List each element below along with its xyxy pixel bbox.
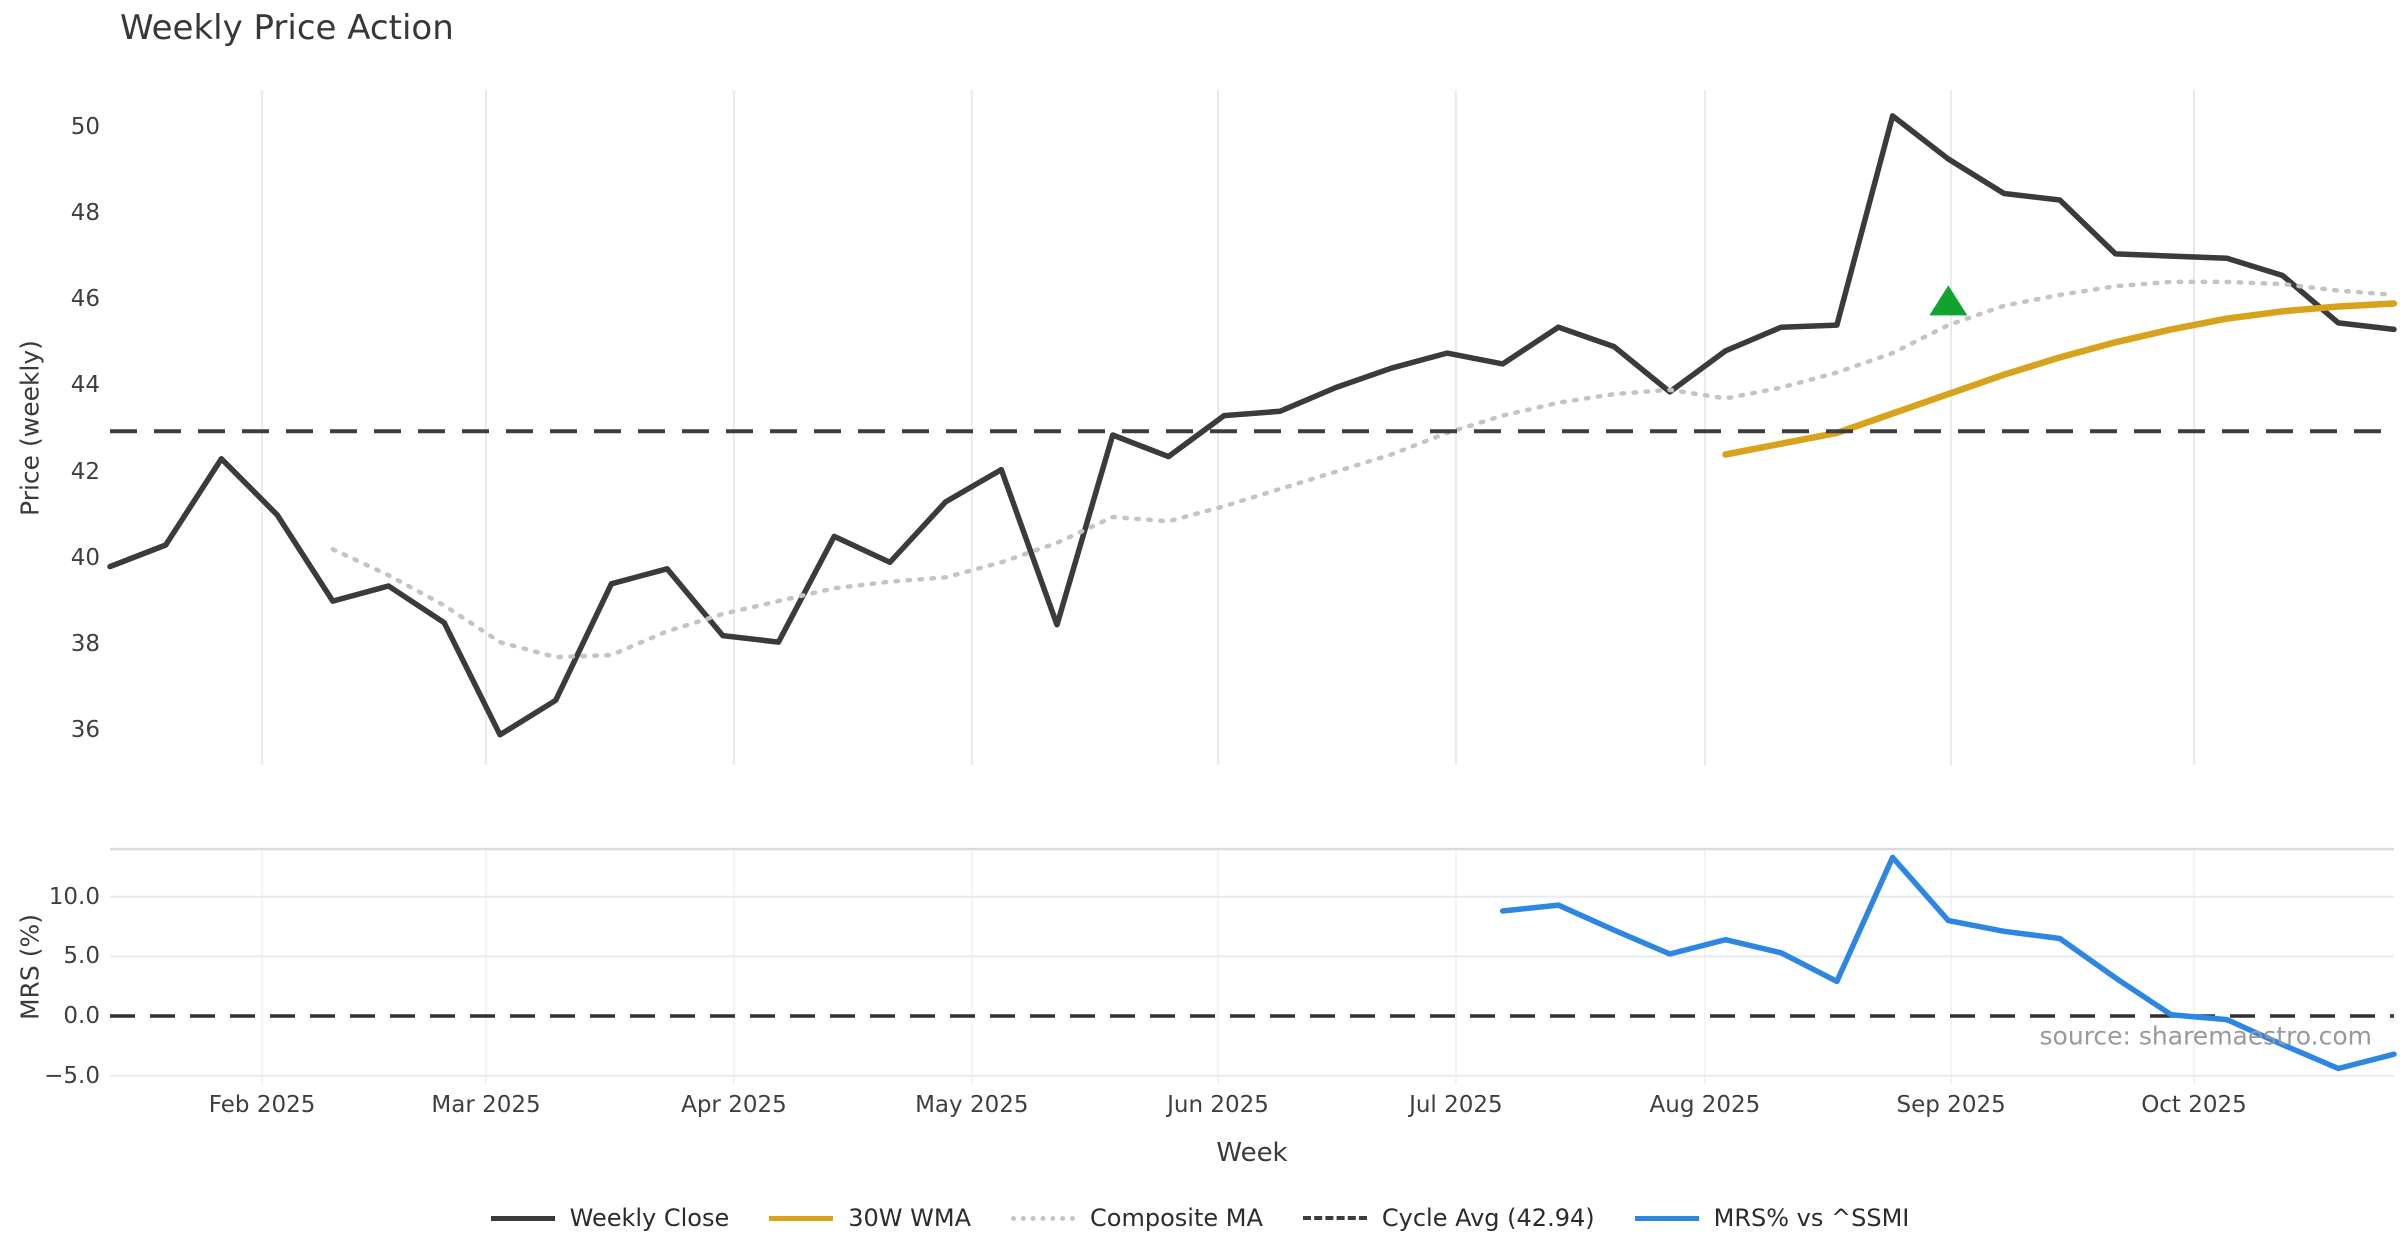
price-panel-lines (107, 113, 2398, 738)
x-tick-label: Oct 2025 (2141, 1092, 2247, 1118)
price-ytick-label: 44 (70, 372, 100, 399)
legend-label: Weekly Close (569, 1204, 730, 1232)
legend-label: MRS% vs ^SSMI (1713, 1204, 1910, 1232)
x-tick-label: Aug 2025 (1649, 1092, 1761, 1118)
price-axis-label: Price (weekly) (15, 339, 45, 516)
legend-solid-swatch-icon (490, 1215, 555, 1221)
x-tick-label: Apr 2025 (681, 1092, 787, 1118)
mrs-ytick-label: −5.0 (44, 1062, 100, 1089)
price-ytick-label: 36 (70, 717, 100, 744)
weekly-close-line (107, 113, 2397, 738)
legend-dotted-swatch-icon (1011, 1215, 1076, 1221)
mrs-panel-lines (110, 854, 2397, 1072)
price-ytick-label: 46 (70, 286, 100, 313)
mrs-line (1499, 854, 2397, 1072)
legend-solid-swatch-icon (1634, 1215, 1699, 1221)
mrs-ytick-label: 0.0 (63, 1003, 100, 1030)
legend-solid-swatch-icon (769, 1215, 834, 1221)
legend-item: MRS% vs ^SSMI (1634, 1204, 1910, 1232)
price-panel-gridlines (261, 90, 2195, 765)
mrs-panel-gridlines (110, 847, 2394, 1085)
x-axis-label: Week (1216, 1138, 1288, 1168)
legend-label: Composite MA (1090, 1204, 1263, 1232)
price-ytick-label: 42 (70, 458, 100, 485)
signal-triangle-up-icon (1929, 285, 1968, 316)
legend-item: 30W WMA (769, 1204, 971, 1232)
mrs-ytick-label: 10.0 (48, 883, 100, 910)
x-tick-label: Sep 2025 (1896, 1092, 2006, 1118)
legend-dashed-swatch-icon (1302, 1216, 1367, 1220)
x-tick-label: Jul 2025 (1409, 1092, 1503, 1118)
legend-label: Cycle Avg (42.94) (1381, 1204, 1595, 1232)
x-tick-label: Jun 2025 (1167, 1092, 1269, 1118)
source-note: source: sharemaestro.com (2039, 1021, 2373, 1051)
price-ytick-label: 48 (70, 199, 100, 226)
composite-ma-line (330, 279, 2397, 660)
price-ytick-label: 38 (70, 631, 100, 658)
price-ytick-label: 40 (70, 544, 100, 571)
mrs-axis-label: MRS (%) (15, 913, 45, 1021)
price-ytick-label: 50 (70, 113, 100, 140)
legend: Weekly Close 30W WMA Composite MA Cycle Avg… (0, 1204, 2400, 1232)
x-tick-label: Mar 2025 (431, 1092, 541, 1118)
x-tick-label: Feb 2025 (208, 1092, 316, 1118)
legend-item: Cycle Avg (42.94) (1302, 1204, 1595, 1232)
x-tick-label: May 2025 (915, 1092, 1029, 1118)
legend-label: 30W WMA (848, 1204, 972, 1232)
chart-title: Weekly Price Action (120, 8, 454, 48)
legend-item: Weekly Close (490, 1204, 730, 1232)
legend-item: Composite MA (1011, 1204, 1263, 1232)
mrs-ytick-label: 5.0 (63, 943, 100, 970)
